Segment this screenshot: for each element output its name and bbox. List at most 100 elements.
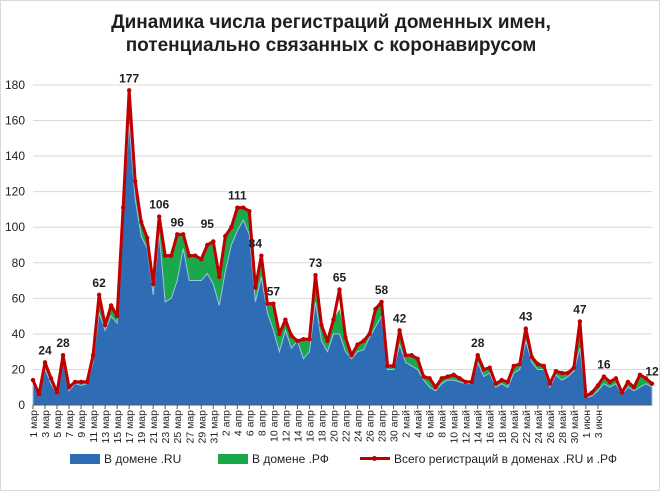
total-marker [559,370,565,376]
total-marker [583,393,589,399]
x-tick-label: 22 апр [341,410,353,442]
total-marker [613,376,619,381]
legend-swatch-rf [218,454,248,464]
total-marker [577,319,583,324]
x-tick-label: 10 апр [268,410,280,442]
y-tick-label: 80 [12,256,26,270]
data-label: 65 [333,270,347,284]
data-label: 57 [267,285,281,299]
data-label: 42 [393,311,407,325]
total-marker [84,379,90,385]
x-tick-label: 7 мар [64,410,76,438]
data-label: 58 [375,283,389,297]
data-label: 111 [228,189,247,203]
total-marker [343,335,348,340]
x-tick-label: 20 апр [328,410,340,442]
total-marker [193,253,198,258]
total-marker [637,372,643,377]
x-tick-label: 12 апр [280,410,292,442]
total-marker [187,253,192,258]
total-marker [247,209,252,214]
data-label: 47 [573,302,587,316]
total-marker [409,353,414,358]
total-marker [595,383,601,388]
total-marker [259,253,264,258]
x-tick-label: 20 май [509,410,521,444]
data-label: 96 [171,215,185,229]
total-marker [373,306,378,312]
total-marker [487,365,492,370]
total-marker [229,225,234,230]
total-marker [48,376,54,381]
y-tick-label: 180 [5,78,25,92]
total-marker [619,390,625,395]
area-ru [32,124,653,406]
total-marker [523,326,528,331]
x-tick-label: 2 май [401,410,413,438]
total-marker [199,257,204,262]
x-tick-label: 3 мар [40,410,52,438]
total-marker [541,363,547,369]
total-marker [78,379,84,385]
y-tick-label: 20 [12,362,26,376]
total-marker [241,205,246,210]
total-marker [379,299,384,305]
y-tick-label: 140 [5,149,25,163]
total-marker [295,338,300,344]
total-marker [571,365,577,370]
chart-title-line-2: потенциально связанных с коронавирусом [125,35,537,56]
total-marker [120,205,126,210]
total-marker [349,353,354,358]
total-marker [649,381,655,386]
total-marker [337,287,342,292]
total-marker [36,392,42,397]
x-tick-label: 10 май [449,410,461,444]
x-tick-label: 28 май [557,410,569,444]
total-marker [469,379,474,385]
total-marker [54,390,60,395]
total-marker [205,242,210,248]
x-tick-label: 18 май [497,410,509,444]
total-line [31,88,653,398]
x-tick-label: 6 май [425,410,437,438]
legend-label-total: Всего регистраций в доменах .RU и .РФ [394,452,617,466]
total-marker [385,363,390,369]
total-marker [475,353,480,358]
legend-swatch-ru [70,454,100,464]
x-tick-label: 15 мар [112,410,124,444]
total-marker [625,379,631,385]
chart-title: Динамика числа регистраций доменных имен… [1,11,660,57]
total-marker [144,235,150,241]
x-tick-label: 18 апр [316,410,328,442]
total-marker [631,385,637,390]
x-tick-label: 27 мар [184,410,196,444]
total-marker [445,374,450,379]
total-marker [439,376,444,381]
total-marker [517,361,522,367]
area-series [32,90,653,406]
total-marker [481,367,486,372]
total-marker [60,353,66,358]
total-marker [511,363,516,369]
total-marker [108,303,114,308]
x-tick-label: 19 мар [136,410,148,444]
data-label: 177 [119,71,139,85]
x-tick-label: 9 мар [76,410,88,438]
data-label: 28 [471,336,485,350]
total-marker [235,205,240,210]
chart-title-line-1: Динамика числа регистраций доменных имен… [111,12,551,33]
x-tick-label: 14 май [473,410,485,444]
x-tick-label: 26 май [545,410,557,444]
total-marker [283,317,288,322]
total-marker [150,281,156,287]
x-tick-label: 29 мар [196,410,208,444]
total-marker [403,353,408,358]
x-tick-label: 1 мар [28,410,40,438]
total-marker [157,214,162,219]
total-marker [96,292,102,297]
total-marker [463,379,468,385]
total-marker [415,356,420,361]
total-marker [217,274,222,280]
